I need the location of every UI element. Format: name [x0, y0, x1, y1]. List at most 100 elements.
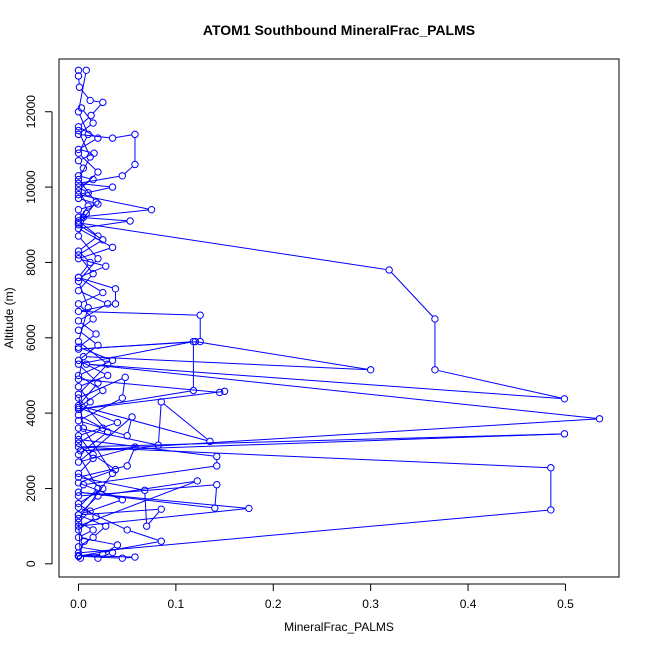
data-point: [108, 134, 117, 142]
series-segment: [81, 554, 100, 556]
y-tick-label: 12000: [24, 95, 38, 129]
data-point: [74, 175, 83, 184]
series-segment: [144, 493, 147, 523]
data-point: [74, 405, 83, 414]
data-point: [74, 286, 83, 295]
data-point: [121, 373, 129, 382]
data-point: [75, 83, 84, 91]
data-series: [74, 373, 253, 562]
data-point: [86, 507, 94, 515]
series-segment: [81, 500, 120, 515]
data-point: [74, 488, 83, 496]
data-point: [74, 224, 83, 233]
data-point: [89, 533, 97, 542]
data-point: [108, 243, 117, 252]
series-segment: [79, 170, 82, 174]
series-segment: [198, 341, 368, 370]
series-segment: [81, 483, 120, 499]
series-segment: [127, 420, 132, 433]
data-point: [74, 356, 83, 365]
series-segment: [81, 390, 191, 410]
data-point: [94, 200, 102, 208]
data-point: [547, 464, 555, 472]
data-point: [89, 119, 97, 127]
data-point: [74, 247, 83, 255]
y-axis: 0 2000 4000 6000 8000 10000 12000: [24, 95, 53, 567]
data-point: [74, 450, 83, 459]
series-segment: [81, 446, 548, 469]
series-segment: [93, 104, 101, 114]
data-point: [123, 462, 131, 470]
data-point: [74, 552, 83, 560]
data-point: [74, 533, 83, 542]
series-segment: [81, 341, 191, 364]
series-segment: [81, 222, 386, 270]
series-segment: [81, 379, 217, 393]
series-segment: [78, 73, 87, 109]
series-segment: [81, 226, 101, 239]
data-point: [74, 499, 83, 508]
series-segment: [80, 276, 92, 289]
y-axis-label: Altitude (m): [2, 287, 16, 348]
data-point: [90, 149, 98, 157]
data-point: [74, 157, 83, 165]
data-point: [118, 554, 127, 562]
series-segment: [81, 421, 124, 436]
data-point: [99, 386, 107, 395]
data-point: [74, 108, 83, 116]
series-segment: [81, 515, 103, 526]
data-point: [431, 366, 439, 374]
y-tick-label: 2000: [24, 475, 38, 502]
data-point: [92, 330, 100, 338]
data-point: [82, 66, 90, 75]
data-point: [84, 130, 92, 139]
data-layer: [74, 66, 604, 562]
y-tick-label: 10000: [24, 170, 38, 204]
series-segment: [81, 408, 115, 422]
series-segment: [81, 247, 110, 259]
series-segment: [79, 193, 87, 204]
data-point: [74, 458, 83, 466]
series-segment: [80, 389, 89, 400]
data-point: [157, 505, 165, 513]
data-point: [92, 198, 100, 206]
data-point: [94, 379, 102, 387]
data-point: [113, 541, 122, 549]
series-segment: [81, 376, 105, 386]
x-axis: 0.0 0.1 0.2 0.3 0.4 0.5: [70, 583, 574, 611]
data-point: [74, 123, 83, 131]
series-segment: [80, 347, 96, 359]
data-point: [191, 337, 200, 346]
data-point: [74, 394, 83, 402]
y-tick-label: 8000: [24, 249, 38, 276]
series-segment: [128, 450, 135, 463]
data-point: [74, 403, 83, 412]
data-point: [74, 221, 83, 229]
series-segment: [124, 166, 133, 174]
series-segment: [80, 418, 130, 461]
series-segment: [80, 182, 95, 200]
data-point: [196, 311, 204, 319]
series-segment: [158, 405, 162, 442]
data-point: [193, 477, 201, 485]
data-point: [74, 526, 83, 534]
series-segment: [79, 457, 97, 486]
data-point: [86, 153, 94, 161]
data-point: [74, 277, 83, 285]
series-segment: [438, 370, 562, 399]
series-segment: [81, 391, 222, 410]
data-point: [74, 194, 83, 203]
data-point: [74, 503, 83, 512]
series-segment: [80, 204, 95, 223]
data-point: [74, 383, 83, 391]
data-point: [84, 303, 92, 312]
series-segment: [81, 423, 115, 436]
series-segment: [80, 222, 96, 235]
data-point: [74, 190, 83, 199]
y-tick-label: 4000: [24, 399, 38, 426]
data-point: [215, 388, 224, 397]
series-segment: [81, 361, 110, 375]
data-point: [86, 96, 94, 105]
data-point: [74, 416, 83, 425]
series-segment: [80, 322, 94, 333]
